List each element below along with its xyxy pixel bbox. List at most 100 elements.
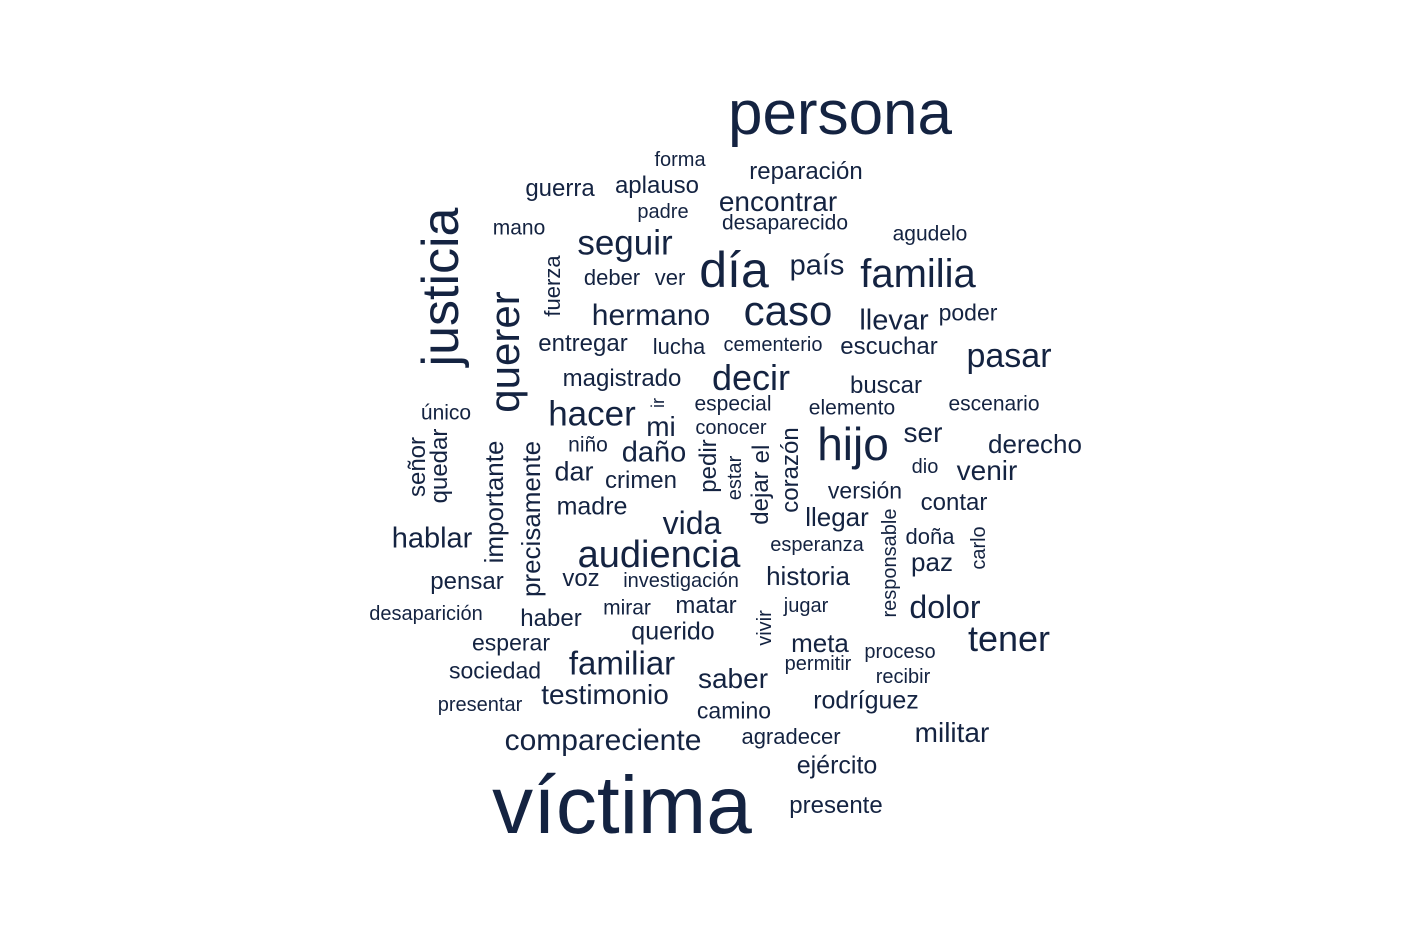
word-esperar: esperar	[472, 629, 550, 656]
word-responsable: responsable	[879, 508, 901, 618]
word-rodriguez: rodríguez	[813, 686, 919, 715]
word-hablar: hablar	[391, 522, 473, 555]
word-fuerza: fuerza	[540, 255, 565, 317]
word-historia: historia	[766, 561, 850, 591]
word-precisamente: precisamente	[516, 440, 546, 598]
word-hijo: hijo	[817, 418, 889, 470]
word-corazon: corazón	[777, 427, 804, 513]
word-desaparecido: desaparecido	[721, 211, 849, 235]
word-recibir: recibir	[875, 666, 931, 688]
word-importante: importante	[479, 440, 509, 564]
word-justicia: justicia	[412, 207, 470, 367]
word-vida: vida	[662, 505, 722, 541]
word-caso: caso	[743, 287, 833, 334]
word-dano: daño	[621, 436, 687, 469]
word-paz: paz	[911, 547, 953, 577]
word-ejercito: ejército	[796, 751, 878, 780]
word-dona: doña	[905, 524, 955, 549]
word-conocer: conocer	[695, 417, 767, 439]
word-especial: especial	[694, 392, 772, 416]
word-militar: militar	[914, 717, 990, 748]
word-pasar: pasar	[966, 337, 1052, 375]
word-el: el	[748, 444, 775, 464]
word-dolor: dolor	[909, 589, 981, 625]
word-lucha: lucha	[652, 334, 706, 359]
word-nino: niño	[568, 433, 608, 457]
word-ver: ver	[654, 265, 686, 290]
word-crimen: crimen	[604, 467, 678, 494]
word-dar: dar	[554, 456, 594, 487]
word-carlo: carlo	[968, 526, 990, 570]
word-querer: querer	[481, 291, 528, 413]
word-matar: matar	[675, 592, 737, 619]
word-mano: mano	[492, 216, 546, 240]
word-familia: familia	[860, 252, 976, 296]
word-meta: meta	[791, 628, 849, 658]
word-entregar: entregar	[538, 330, 628, 357]
word-llevar: llevar	[859, 304, 929, 337]
word-dia: día	[699, 242, 769, 298]
word-reparacion: reparación	[749, 158, 863, 185]
word-hermano: hermano	[591, 299, 711, 332]
word-escuchar: escuchar	[840, 333, 938, 360]
word-derecho: derecho	[988, 429, 1082, 459]
word-forma: forma	[654, 149, 706, 171]
word-encontrar: encontrar	[718, 186, 838, 217]
word-esperanza: esperanza	[770, 534, 864, 556]
word-persona: persona	[727, 79, 953, 148]
word-decir: decir	[711, 357, 791, 398]
word-deber: deber	[583, 265, 641, 290]
word-sociedad: sociedad	[448, 657, 542, 684]
word-escenario: escenario	[948, 392, 1040, 416]
word-pais: país	[789, 249, 845, 282]
word-voz: voz	[562, 565, 600, 592]
word-hacer: hacer	[548, 394, 636, 434]
word-venir: venir	[956, 455, 1018, 486]
word-vivir: vivir	[754, 610, 776, 646]
word-victima: víctima	[492, 760, 752, 851]
word-dio: dio	[911, 456, 939, 478]
word-saber: saber	[697, 663, 769, 694]
word-contar: contar	[920, 489, 988, 516]
word-quedar: quedar	[426, 428, 453, 504]
word-testimonio: testimonio	[541, 679, 669, 710]
word-magistrado: magistrado	[562, 365, 682, 392]
word-ser: ser	[903, 417, 943, 448]
word-padre: padre	[637, 201, 689, 223]
word-querido: querido	[631, 617, 715, 646]
word-elemento: elemento	[808, 396, 896, 420]
word-audiencia: audiencia	[577, 534, 741, 576]
word-buscar: buscar	[849, 372, 923, 399]
word-mirar: mirar	[603, 596, 651, 620]
word-proceso: proceso	[864, 641, 936, 663]
word-mi: mi	[646, 411, 676, 442]
word-presentar: presentar	[437, 694, 523, 716]
word-camino: camino	[696, 697, 772, 724]
word-cementerio: cementerio	[723, 334, 823, 356]
word-compareciente: compareciente	[504, 724, 702, 757]
word-jugar: jugar	[783, 595, 829, 617]
word-presente: presente	[789, 792, 883, 819]
word-haber: haber	[520, 605, 582, 632]
word-version: versión	[827, 477, 903, 504]
word-guerra: guerra	[525, 175, 595, 202]
word-permitir: permitir	[784, 653, 852, 675]
word-investigacion: investigación	[623, 570, 739, 592]
word-agradecer: agradecer	[741, 724, 841, 749]
word-madre: madre	[556, 492, 628, 521]
word-unico: único	[420, 401, 472, 425]
word-aplauso: aplauso	[614, 172, 700, 199]
word-poder: poder	[938, 299, 998, 326]
word-pedir: pedir	[695, 439, 722, 493]
word-ir: ir	[648, 398, 668, 408]
word-estar: estar	[724, 455, 746, 501]
word-dejar: dejar	[747, 471, 774, 525]
word-seguir: seguir	[577, 223, 673, 263]
word-llegar: llegar	[805, 502, 869, 532]
word-desaparicion: desaparición	[369, 603, 483, 625]
word-pensar: pensar	[430, 568, 504, 595]
word-tener: tener	[967, 618, 1051, 659]
word-agudelo: agudelo	[892, 222, 968, 246]
word-familiar: familiar	[568, 644, 676, 682]
